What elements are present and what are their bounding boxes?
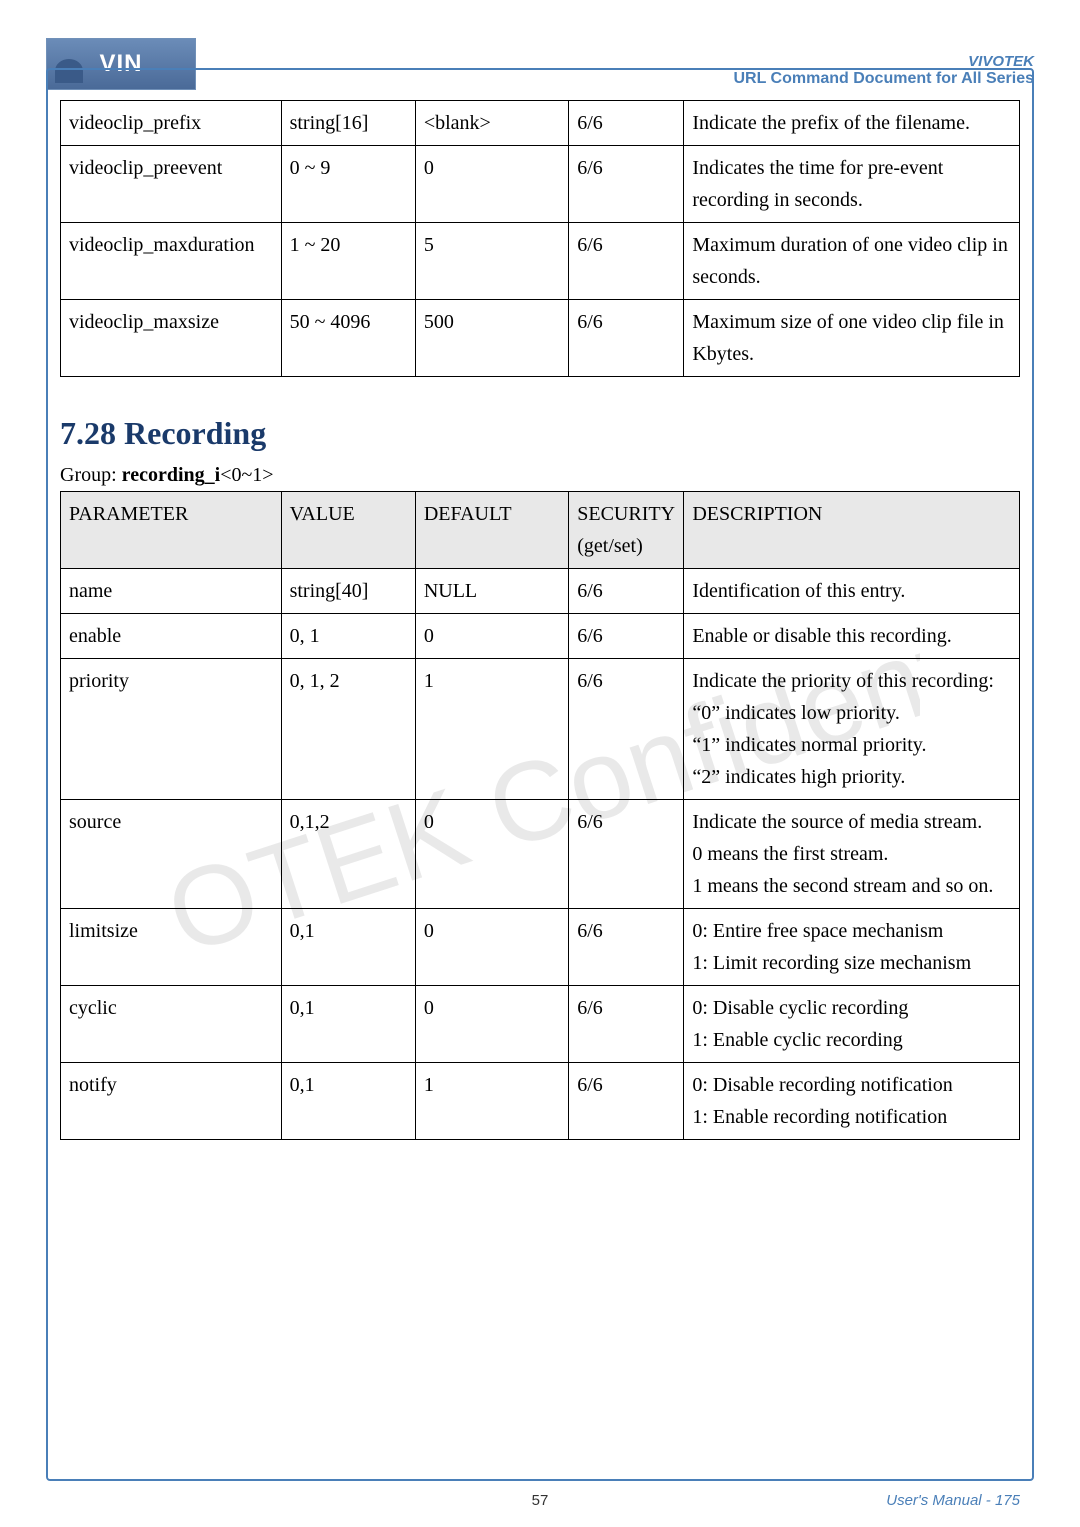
cell-desc: Indicates the time for pre-event recordi… <box>684 146 1020 223</box>
cell-desc: Indicate the priority of this recording:… <box>684 659 1020 800</box>
cell-desc: Maximum size of one video clip file in K… <box>684 300 1020 377</box>
cell-value: 0,1 <box>281 909 415 986</box>
cell-param: videoclip_prefix <box>61 101 282 146</box>
table-row: videoclip_maxsize 50 ~ 4096 500 6/6 Maxi… <box>61 300 1020 377</box>
cell-value: 0,1 <box>281 1063 415 1140</box>
table-row: videoclip_maxduration 1 ~ 20 5 6/6 Maxim… <box>61 223 1020 300</box>
cell-security: 6/6 <box>569 146 684 223</box>
group-name: recording_i <box>122 464 221 486</box>
cell-security: 6/6 <box>569 986 684 1063</box>
cell-security: 6/6 <box>569 800 684 909</box>
table-row: limitsize 0,1 0 6/6 0: Entire free space… <box>61 909 1020 986</box>
group-prefix: Group: <box>60 464 122 486</box>
cell-security: 6/6 <box>569 101 684 146</box>
cell-param: notify <box>61 1063 282 1140</box>
cell-param: name <box>61 569 282 614</box>
table-row: cyclic 0,1 0 6/6 0: Disable cyclic recor… <box>61 986 1020 1063</box>
cell-default: 0 <box>415 909 568 986</box>
cell-value: 0,1,2 <box>281 800 415 909</box>
cell-desc: Indicate the source of media stream. 0 m… <box>684 800 1020 909</box>
cell-param: cyclic <box>61 986 282 1063</box>
cell-value: 50 ~ 4096 <box>281 300 415 377</box>
cell-value: 0, 1, 2 <box>281 659 415 800</box>
col-header-description: DESCRIPTION <box>684 492 1020 569</box>
table-row: source 0,1,2 0 6/6 Indicate the source o… <box>61 800 1020 909</box>
cell-param: videoclip_maxduration <box>61 223 282 300</box>
cell-desc: 0: Disable recording notification 1: Ena… <box>684 1063 1020 1140</box>
col-header-default: DEFAULT <box>415 492 568 569</box>
cell-param: limitsize <box>61 909 282 986</box>
col-header-value: VALUE <box>281 492 415 569</box>
videoclip-params-table: videoclip_prefix string[16] <blank> 6/6 … <box>60 100 1020 377</box>
col-header-security: SECURITY (get/set) <box>569 492 684 569</box>
cell-value: 0, 1 <box>281 614 415 659</box>
cell-desc: Maximum duration of one video clip in se… <box>684 223 1020 300</box>
cell-security: 6/6 <box>569 1063 684 1140</box>
col-header-parameter: PARAMETER <box>61 492 282 569</box>
cell-param: priority <box>61 659 282 800</box>
page-footer: 57 User's Manual - 175 <box>46 1492 1034 1509</box>
cell-value: string[16] <box>281 101 415 146</box>
cell-value: 0 ~ 9 <box>281 146 415 223</box>
cell-param: source <box>61 800 282 909</box>
cell-security: 6/6 <box>569 659 684 800</box>
cell-desc: Identification of this entry. <box>684 569 1020 614</box>
cell-param: videoclip_preevent <box>61 146 282 223</box>
table-row: videoclip_preevent 0 ~ 9 0 6/6 Indicates… <box>61 146 1020 223</box>
cell-security: 6/6 <box>569 223 684 300</box>
cell-desc: 0: Entire free space mechanism 1: Limit … <box>684 909 1020 986</box>
cell-desc: Indicate the prefix of the filename. <box>684 101 1020 146</box>
cell-desc: 0: Disable cyclic recording 1: Enable cy… <box>684 986 1020 1063</box>
cell-default: 0 <box>415 146 568 223</box>
cell-security: 6/6 <box>569 614 684 659</box>
table-row: priority 0, 1, 2 1 6/6 Indicate the prio… <box>61 659 1020 800</box>
table-row: videoclip_prefix string[16] <blank> 6/6 … <box>61 101 1020 146</box>
cell-value: 0,1 <box>281 986 415 1063</box>
page-number-manual: User's Manual - 175 <box>886 1492 1020 1509</box>
section-title: 7.28 Recording <box>60 415 1020 452</box>
cell-default: 5 <box>415 223 568 300</box>
table-row: name string[40] NULL 6/6 Identification … <box>61 569 1020 614</box>
table-row: notify 0,1 1 6/6 0: Disable recording no… <box>61 1063 1020 1140</box>
cell-default: 500 <box>415 300 568 377</box>
cell-default: NULL <box>415 569 568 614</box>
group-suffix: <0~1> <box>220 464 273 486</box>
cell-default: 0 <box>415 800 568 909</box>
page-number-internal: 57 <box>532 1492 549 1509</box>
cell-security: 6/6 <box>569 909 684 986</box>
cell-param: videoclip_maxsize <box>61 300 282 377</box>
cell-default: 0 <box>415 986 568 1063</box>
cell-value: string[40] <box>281 569 415 614</box>
cell-default: 1 <box>415 1063 568 1140</box>
table-header-row: PARAMETER VALUE DEFAULT SECURITY (get/se… <box>61 492 1020 569</box>
cell-security: 6/6 <box>569 569 684 614</box>
table-row: enable 0, 1 0 6/6 Enable or disable this… <box>61 614 1020 659</box>
cell-desc: Enable or disable this recording. <box>684 614 1020 659</box>
cell-default: <blank> <box>415 101 568 146</box>
cell-security: 6/6 <box>569 300 684 377</box>
cell-value: 1 ~ 20 <box>281 223 415 300</box>
cell-default: 1 <box>415 659 568 800</box>
group-label: Group: recording_i<0~1> <box>60 464 1020 487</box>
recording-params-table: PARAMETER VALUE DEFAULT SECURITY (get/se… <box>60 491 1020 1140</box>
cell-param: enable <box>61 614 282 659</box>
cell-default: 0 <box>415 614 568 659</box>
